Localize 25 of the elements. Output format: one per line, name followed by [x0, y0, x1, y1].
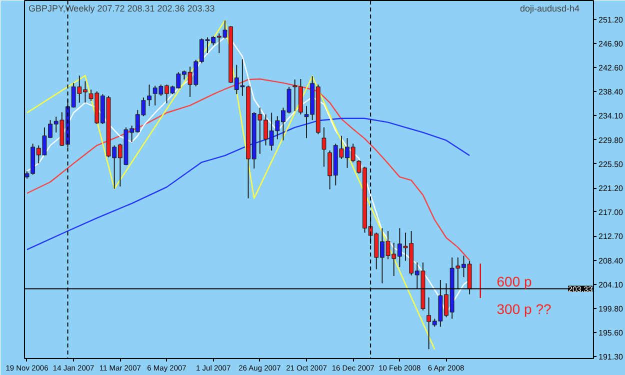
y-tick-label: 246.90 — [598, 40, 624, 49]
annotation: doji-audusd-h4 — [520, 4, 580, 14]
y-tick-label: 217.00 — [598, 208, 624, 217]
y-tick-label: 212.70 — [598, 232, 624, 242]
ref-line-label: 203.33 — [568, 284, 594, 294]
y-tick-label: 221.20 — [598, 184, 624, 194]
y-tick-label: 229.80 — [598, 136, 624, 145]
y-tick-label: 238.40 — [598, 87, 624, 96]
y-tick-label: 208.40 — [598, 256, 624, 266]
line-series — [26, 78, 470, 261]
y-tick-label: 195.60 — [598, 328, 624, 338]
y-tick-label: 191.30 — [598, 352, 624, 362]
line-series — [26, 118, 470, 250]
line-series — [26, 20, 436, 350]
candlestick — [322, 126, 326, 168]
annotation: 600 p — [496, 274, 532, 290]
y-tick-label: 234.10 — [598, 112, 624, 121]
y-tick-label: 251.20 — [598, 15, 624, 24]
y-tick-label: 242.60 — [598, 64, 624, 73]
chart-title: GBPJPY,Weekly 207.72 208.31 202.36 203.33 — [28, 4, 215, 14]
y-tick-label: 199.80 — [598, 304, 624, 314]
y-tick-label: 204.10 — [598, 280, 624, 290]
annotation: 300 p ?? — [496, 301, 552, 318]
y-tick-label: 225.50 — [598, 160, 624, 169]
candlestick — [147, 84, 152, 107]
